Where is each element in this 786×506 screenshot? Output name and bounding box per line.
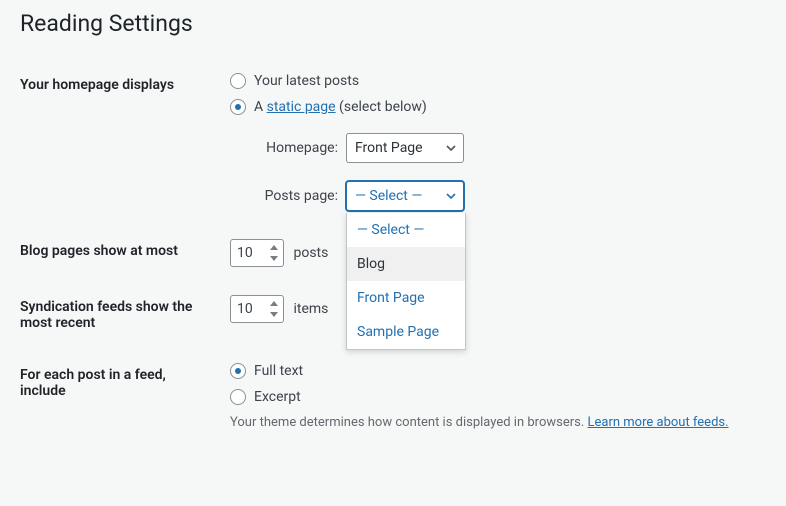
posts-page-dropdown: — Select —BlogFront PageSample Page [346,213,466,350]
blog-pages-input[interactable]: 10 [230,239,284,267]
radio-latest-posts-label: Your latest posts [254,73,359,89]
cell-feed-include: Full text Excerpt Your theme determines … [220,349,766,444]
radio-row-static-page[interactable]: A static page (select below) [230,99,756,115]
cell-homepage-displays: Your latest posts A static page (select … [220,59,766,225]
radio-excerpt-label: Excerpt [254,389,301,405]
number-spinner [267,298,281,320]
spinner-down-icon[interactable] [267,309,281,320]
dropdown-option[interactable]: — Select — [347,213,465,247]
blog-pages-value: 10 [237,245,253,261]
chevron-down-icon [445,142,457,154]
row-feed-include: For each post in a feed, include Full te… [20,349,766,444]
reading-settings-page: Reading Settings Your homepage displays … [0,0,786,444]
number-spinner [267,242,281,264]
spinner-down-icon[interactable] [267,253,281,264]
homepage-select[interactable]: Front Page [346,133,464,163]
radio-static-page-label: A static page (select below) [254,99,427,115]
label-homepage-displays: Your homepage displays [20,59,220,225]
radio-row-latest-posts[interactable]: Your latest posts [230,73,756,89]
posts-page-select-pair: Posts page: — Select — — Select —BlogFro… [258,181,756,211]
label-syndication: Syndication feeds show the most recent [20,281,220,349]
blog-pages-suffix: posts [293,245,328,261]
homepage-select-pair: Homepage: Front Page [258,133,756,163]
syndication-suffix: items [293,301,328,317]
radio-static-page[interactable] [230,99,246,115]
row-homepage-displays: Your homepage displays Your latest posts… [20,59,766,225]
learn-more-feeds-link[interactable]: Learn more about feeds. [588,415,729,430]
feed-description: Your theme determines how content is dis… [230,415,756,430]
posts-page-select-label: Posts page: [258,188,338,204]
radio-latest-posts[interactable] [230,73,246,89]
radio-full-text-label: Full text [254,363,303,379]
cell-syndication: 10 items [220,281,766,349]
chevron-down-icon [445,190,457,202]
syndication-input[interactable]: 10 [230,295,284,323]
radio-row-excerpt[interactable]: Excerpt [230,389,756,405]
label-blog-pages: Blog pages show at most [20,225,220,281]
label-feed-include: For each post in a feed, include [20,349,220,444]
settings-table: Your homepage displays Your latest posts… [20,59,766,444]
dropdown-option[interactable]: Blog [347,247,465,281]
radio-row-full-text[interactable]: Full text [230,363,756,379]
dropdown-option[interactable]: Front Page [347,281,465,315]
homepage-select-label: Homepage: [258,140,338,156]
static-page-link[interactable]: static page [267,99,336,115]
spinner-up-icon[interactable] [267,298,281,309]
dropdown-option[interactable]: Sample Page [347,315,465,349]
posts-page-select-value: — Select — [355,188,422,204]
radio-excerpt[interactable] [230,389,246,405]
cell-blog-pages: 10 posts [220,225,766,281]
radio-full-text[interactable] [230,363,246,379]
page-title: Reading Settings [20,10,766,37]
syndication-value: 10 [237,301,253,317]
homepage-select-value: Front Page [355,140,423,156]
spinner-up-icon[interactable] [267,242,281,253]
posts-page-select[interactable]: — Select — — Select —BlogFront PageSampl… [346,181,464,211]
